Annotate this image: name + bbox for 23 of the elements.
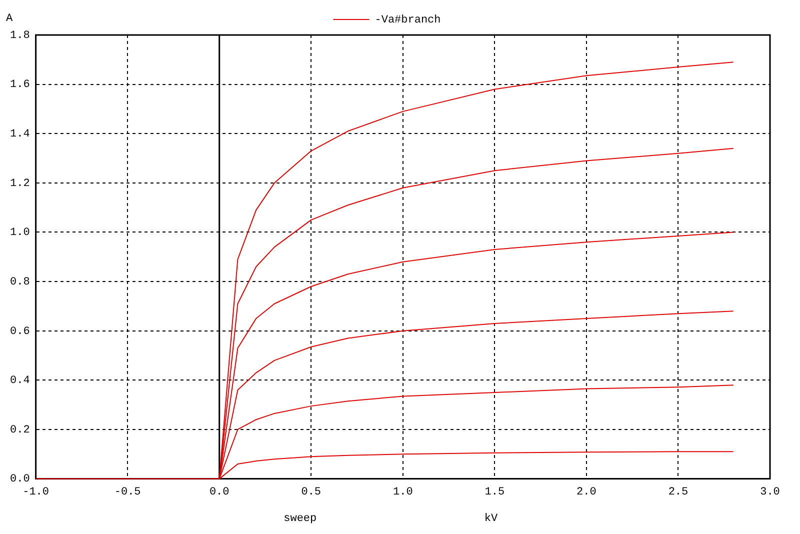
y-tick-label: 0.6 [10,326,30,338]
x-tick-label: -1.0 [22,486,50,498]
x-tick-label: 3.0 [760,486,780,498]
legend-label: -Va#branch [374,14,441,26]
x-tick-label: 1.5 [484,486,505,498]
y-tick-label: 0.4 [10,375,30,388]
y-tick-label: 0.2 [10,424,30,436]
text: kV [484,512,498,525]
x-tick-label: 2.0 [576,486,596,498]
y-tick-label: 0.0 [10,474,30,486]
y-tick-label: 1.2 [10,178,30,190]
y-tick-label: 1.0 [10,227,30,240]
x-tick-label: -0.5 [114,486,141,498]
x-tick-label: 0.5 [301,486,322,498]
x-axis-title: sweep [284,512,317,525]
x-tick-label: 0.0 [209,486,230,498]
x-tick-label: 1.0 [392,486,413,498]
y-tick-label: 1.4 [10,128,30,141]
y-axis-title: A [6,12,13,25]
x-tick-label: 2.5 [668,486,688,498]
y-tick-label: 1.8 [10,30,30,42]
y-tick-label: 1.6 [10,79,30,92]
y-tick-label: 0.8 [10,276,30,288]
